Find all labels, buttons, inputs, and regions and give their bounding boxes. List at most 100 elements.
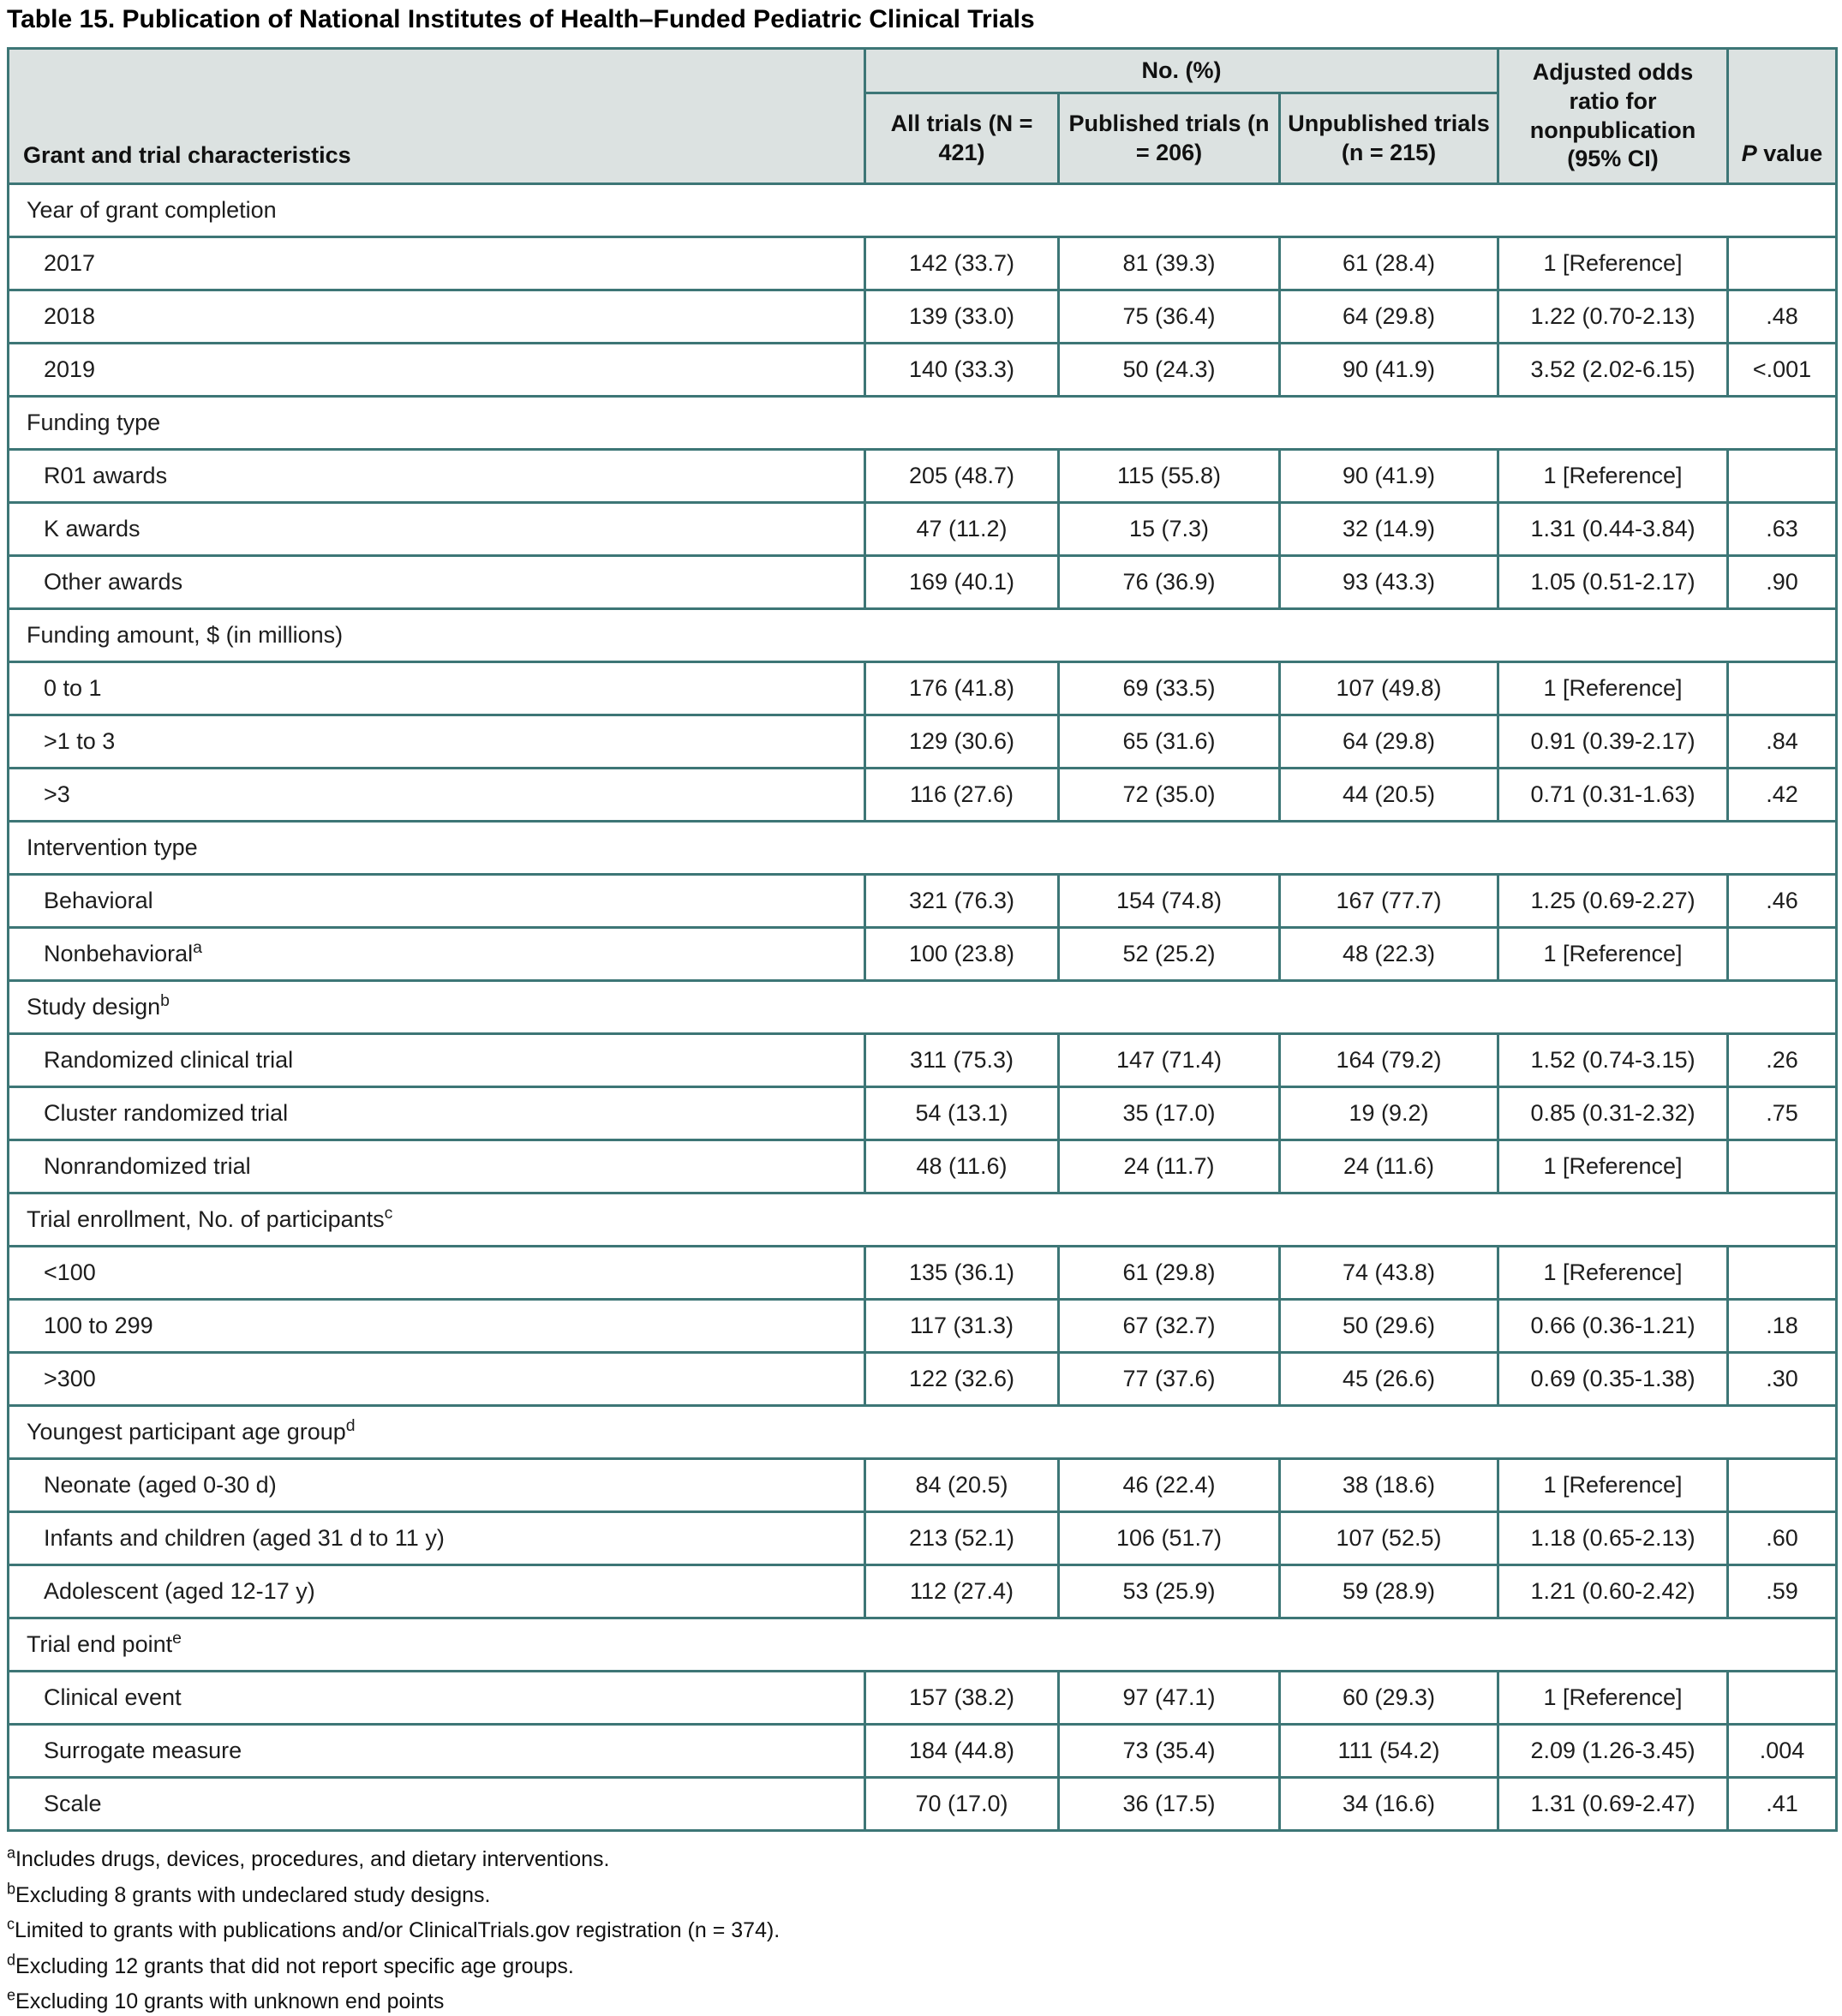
unpublished-trials-cell: 164 (79.2) [1277, 1032, 1500, 1088]
footnotes: aIncludes drugs, devices, procedures, an… [7, 1846, 1835, 2016]
all-trials-cell: 70 (17.0) [864, 1776, 1060, 1832]
section-label: Trial end pointe [6, 1617, 1839, 1672]
unpublished-trials-cell: 107 (49.8) [1277, 661, 1500, 716]
odds-ratio-cell: 0.66 (0.36-1.21) [1497, 1298, 1730, 1354]
published-trials-cell: 24 (11.7) [1057, 1139, 1281, 1194]
published-trials-cell: 52 (25.2) [1057, 926, 1281, 982]
all-trials-cell: 84 (20.5) [864, 1457, 1060, 1513]
odds-ratio-cell: 1.31 (0.44-3.84) [1497, 501, 1730, 557]
row-label: <100 [7, 1245, 866, 1301]
table-row: 100 to 299 117 (31.3) 67 (32.7) 50 (29.6) 0.… [7, 1298, 1839, 1354]
section-row: Study designb [6, 979, 1839, 1035]
unpublished-trials-cell: 167 (77.7) [1277, 873, 1500, 929]
unpublished-trials-cell: 64 (29.8) [1277, 714, 1500, 769]
odds-ratio-cell: 1.22 (0.70-2.13) [1497, 289, 1730, 344]
table-header: Grant and trial characteristics No. (%) … [7, 47, 1839, 185]
odds-ratio-cell: 1 [Reference] [1497, 1139, 1730, 1194]
all-trials-cell: 54 (13.1) [864, 1086, 1060, 1141]
p-value-cell: .26 [1726, 1032, 1839, 1088]
odds-ratio-cell: 0.69 (0.35-1.38) [1497, 1351, 1730, 1407]
unpublished-trials-cell: 90 (41.9) [1277, 448, 1500, 504]
p-value-cell: .30 [1726, 1351, 1839, 1407]
unpublished-trials-cell: 59 (28.9) [1277, 1564, 1500, 1619]
published-trials-cell: 67 (32.7) [1057, 1298, 1281, 1354]
row-label: >1 to 3 [7, 714, 866, 769]
col-header-no-percent-group: No. (%) [863, 47, 1500, 94]
all-trials-cell: 140 (33.3) [864, 342, 1060, 398]
col-header-p-value: P value [1726, 47, 1839, 185]
odds-ratio-cell: 2.09 (1.26-3.45) [1497, 1723, 1730, 1779]
row-label: Nonbehaviorala [7, 926, 866, 982]
published-trials-cell: 73 (35.4) [1057, 1723, 1281, 1779]
section-row: Trial end pointe [6, 1617, 1839, 1672]
section-label: Intervention type [6, 820, 1839, 876]
row-label: 100 to 299 [7, 1298, 866, 1354]
unpublished-trials-cell: 45 (26.6) [1277, 1351, 1500, 1407]
published-trials-cell: 75 (36.4) [1057, 289, 1281, 344]
p-value-cell [1726, 1139, 1839, 1194]
published-trials-cell: 147 (71.4) [1057, 1032, 1281, 1088]
odds-ratio-cell: 3.52 (2.02-6.15) [1497, 342, 1730, 398]
all-trials-cell: 47 (11.2) [864, 501, 1060, 557]
footnote-marker: c [7, 1915, 15, 1933]
odds-ratio-cell: 1 [Reference] [1497, 236, 1730, 291]
footnote-marker: c [384, 1204, 393, 1223]
published-trials-cell: 97 (47.1) [1057, 1670, 1281, 1726]
col-header-all-trials: All trials (N = 421) [864, 92, 1060, 185]
p-value-cell: .41 [1726, 1776, 1839, 1832]
footnote-marker: d [345, 1416, 356, 1435]
table-row: Scale 70 (17.0) 36 (17.5) 34 (16.6) 1.31 (0.… [7, 1776, 1839, 1832]
table-row: Adolescent (aged 12-17 y) 112 (27.4) 53 (2… [7, 1564, 1839, 1619]
p-value-cell: .90 [1726, 554, 1839, 610]
all-trials-cell: 184 (44.8) [864, 1723, 1060, 1779]
published-trials-cell: 65 (31.6) [1057, 714, 1281, 769]
section-label: Trial enrollment, No. of participantsc [6, 1192, 1839, 1247]
row-label: Surrogate measure [7, 1723, 866, 1779]
footnote-marker: e [172, 1629, 182, 1648]
p-value-cell: <.001 [1726, 342, 1839, 398]
footnote: cLimited to grants with publications and… [7, 1915, 780, 1942]
unpublished-trials-cell: 61 (28.4) [1277, 236, 1500, 291]
p-value-cell: .004 [1726, 1723, 1839, 1779]
row-label: 2018 [7, 289, 866, 344]
odds-ratio-cell: 1 [Reference] [1497, 448, 1730, 504]
odds-ratio-cell: 0.71 (0.31-1.63) [1497, 767, 1730, 823]
unpublished-trials-cell: 34 (16.6) [1277, 1776, 1500, 1832]
published-trials-cell: 69 (33.5) [1057, 661, 1281, 716]
odds-ratio-cell: 1 [Reference] [1497, 1457, 1730, 1513]
all-trials-cell: 48 (11.6) [864, 1139, 1060, 1194]
table-row: Infants and children (aged 31 d to 11 y)… [7, 1511, 1839, 1566]
published-trials-cell: 154 (74.8) [1057, 873, 1281, 929]
all-trials-cell: 213 (52.1) [864, 1511, 1060, 1566]
section-row: Youngest participant age groupd [6, 1404, 1839, 1460]
table-row: Surrogate measure 184 (44.8) 73 (35.4) 111 … [7, 1723, 1839, 1779]
unpublished-trials-cell: 24 (11.6) [1277, 1139, 1500, 1194]
p-value-cell: .63 [1726, 501, 1839, 557]
odds-ratio-cell: 1 [Reference] [1497, 926, 1730, 982]
table-body: Year of grant completion 2017 142 (33.7) 81… [6, 182, 1839, 1832]
unpublished-trials-cell: 19 (9.2) [1277, 1086, 1500, 1141]
unpublished-trials-cell: 50 (29.6) [1277, 1298, 1500, 1354]
header-row-sub: All trials (N = 421) Published trials (n… [9, 92, 1837, 185]
footnote-marker: a [193, 938, 202, 957]
footnote-marker: b [160, 991, 170, 1010]
row-label: Cluster randomized trial [7, 1086, 866, 1141]
row-label: Neonate (aged 0-30 d) [7, 1457, 866, 1513]
all-trials-cell: 129 (30.6) [864, 714, 1060, 769]
section-label: Year of grant completion [6, 182, 1839, 238]
all-trials-cell: 142 (33.7) [864, 236, 1060, 291]
table-row: 2017 142 (33.7) 81 (39.3) 61 (28.4) 1 [Refer… [7, 236, 1839, 291]
published-trials-cell: 106 (51.7) [1057, 1511, 1281, 1566]
footnote: bExcluding 8 grants with undeclared stud… [7, 1880, 491, 1907]
footnote: eExcluding 10 grants with unknown end po… [7, 1986, 445, 2013]
published-trials-cell: 46 (22.4) [1057, 1457, 1281, 1513]
table-row: Cluster randomized trial 54 (13.1) 35 (17.… [7, 1086, 1839, 1141]
table-row: K awards 47 (11.2) 15 (7.3) 32 (14.9) 1.31 (… [7, 501, 1839, 557]
p-value-cell: .18 [1726, 1298, 1839, 1354]
row-label: Nonrandomized trial [7, 1139, 866, 1194]
table-row: Nonbehaviorala 100 (23.8) 52 (25.2) 48 (22.… [7, 926, 1839, 982]
row-label: Scale [7, 1776, 866, 1832]
p-italic: P [1741, 141, 1757, 167]
odds-ratio-cell: 0.91 (0.39-2.17) [1497, 714, 1730, 769]
